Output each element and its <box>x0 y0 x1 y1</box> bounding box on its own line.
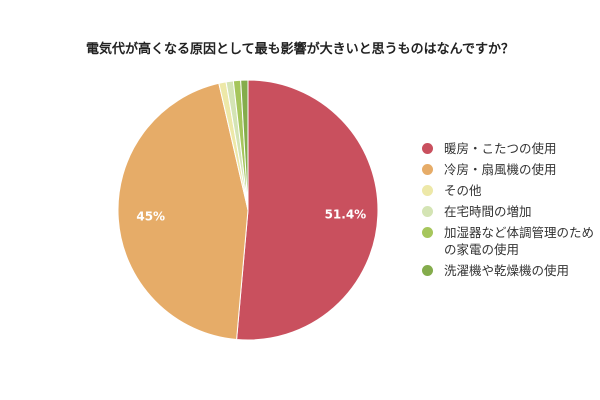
legend-item: 暖房・こたつの使用 <box>422 140 598 157</box>
legend-swatch <box>422 206 433 217</box>
data-label: 45% <box>136 210 165 224</box>
legend-swatch <box>422 143 433 154</box>
legend-label: 冷房・扇風機の使用 <box>444 162 557 177</box>
legend-item: 洗濯機や乾燥機の使用 <box>422 262 598 279</box>
legend-label: 暖房・こたつの使用 <box>444 141 557 156</box>
legend-label: 洗濯機や乾燥機の使用 <box>444 263 570 278</box>
legend-swatch <box>422 185 433 196</box>
pie-slice-1 <box>236 79 379 341</box>
legend-label: その他 <box>444 183 482 198</box>
pie-labels: 51.4% 45% <box>136 207 366 223</box>
legend-item: 加湿器など体調管理のための家電の使用 <box>422 224 598 258</box>
data-label: 51.4% <box>325 207 367 221</box>
pie-slice-6 <box>240 79 249 211</box>
pie-slice-2 <box>117 82 249 341</box>
chart-title: 電気代が高くなる原因として最も影響が大きいと思うものはなんですか？ <box>86 42 514 57</box>
legend-swatch <box>422 227 433 238</box>
legend-item: 冷房・扇風機の使用 <box>422 161 598 178</box>
legend-swatch <box>422 265 433 276</box>
legend-swatch <box>422 164 433 175</box>
legend-label: 加湿器など体調管理のための家電の使用 <box>444 225 595 257</box>
pie-slices <box>117 79 379 341</box>
legend-item: その他 <box>422 182 598 199</box>
legend-label: 在宅時間の増加 <box>444 204 532 219</box>
legend: 暖房・こたつの使用 冷房・扇風機の使用 その他在宅時間の増加加湿器など体調管理のため… <box>422 140 598 283</box>
legend-item: 在宅時間の増加 <box>422 203 598 220</box>
